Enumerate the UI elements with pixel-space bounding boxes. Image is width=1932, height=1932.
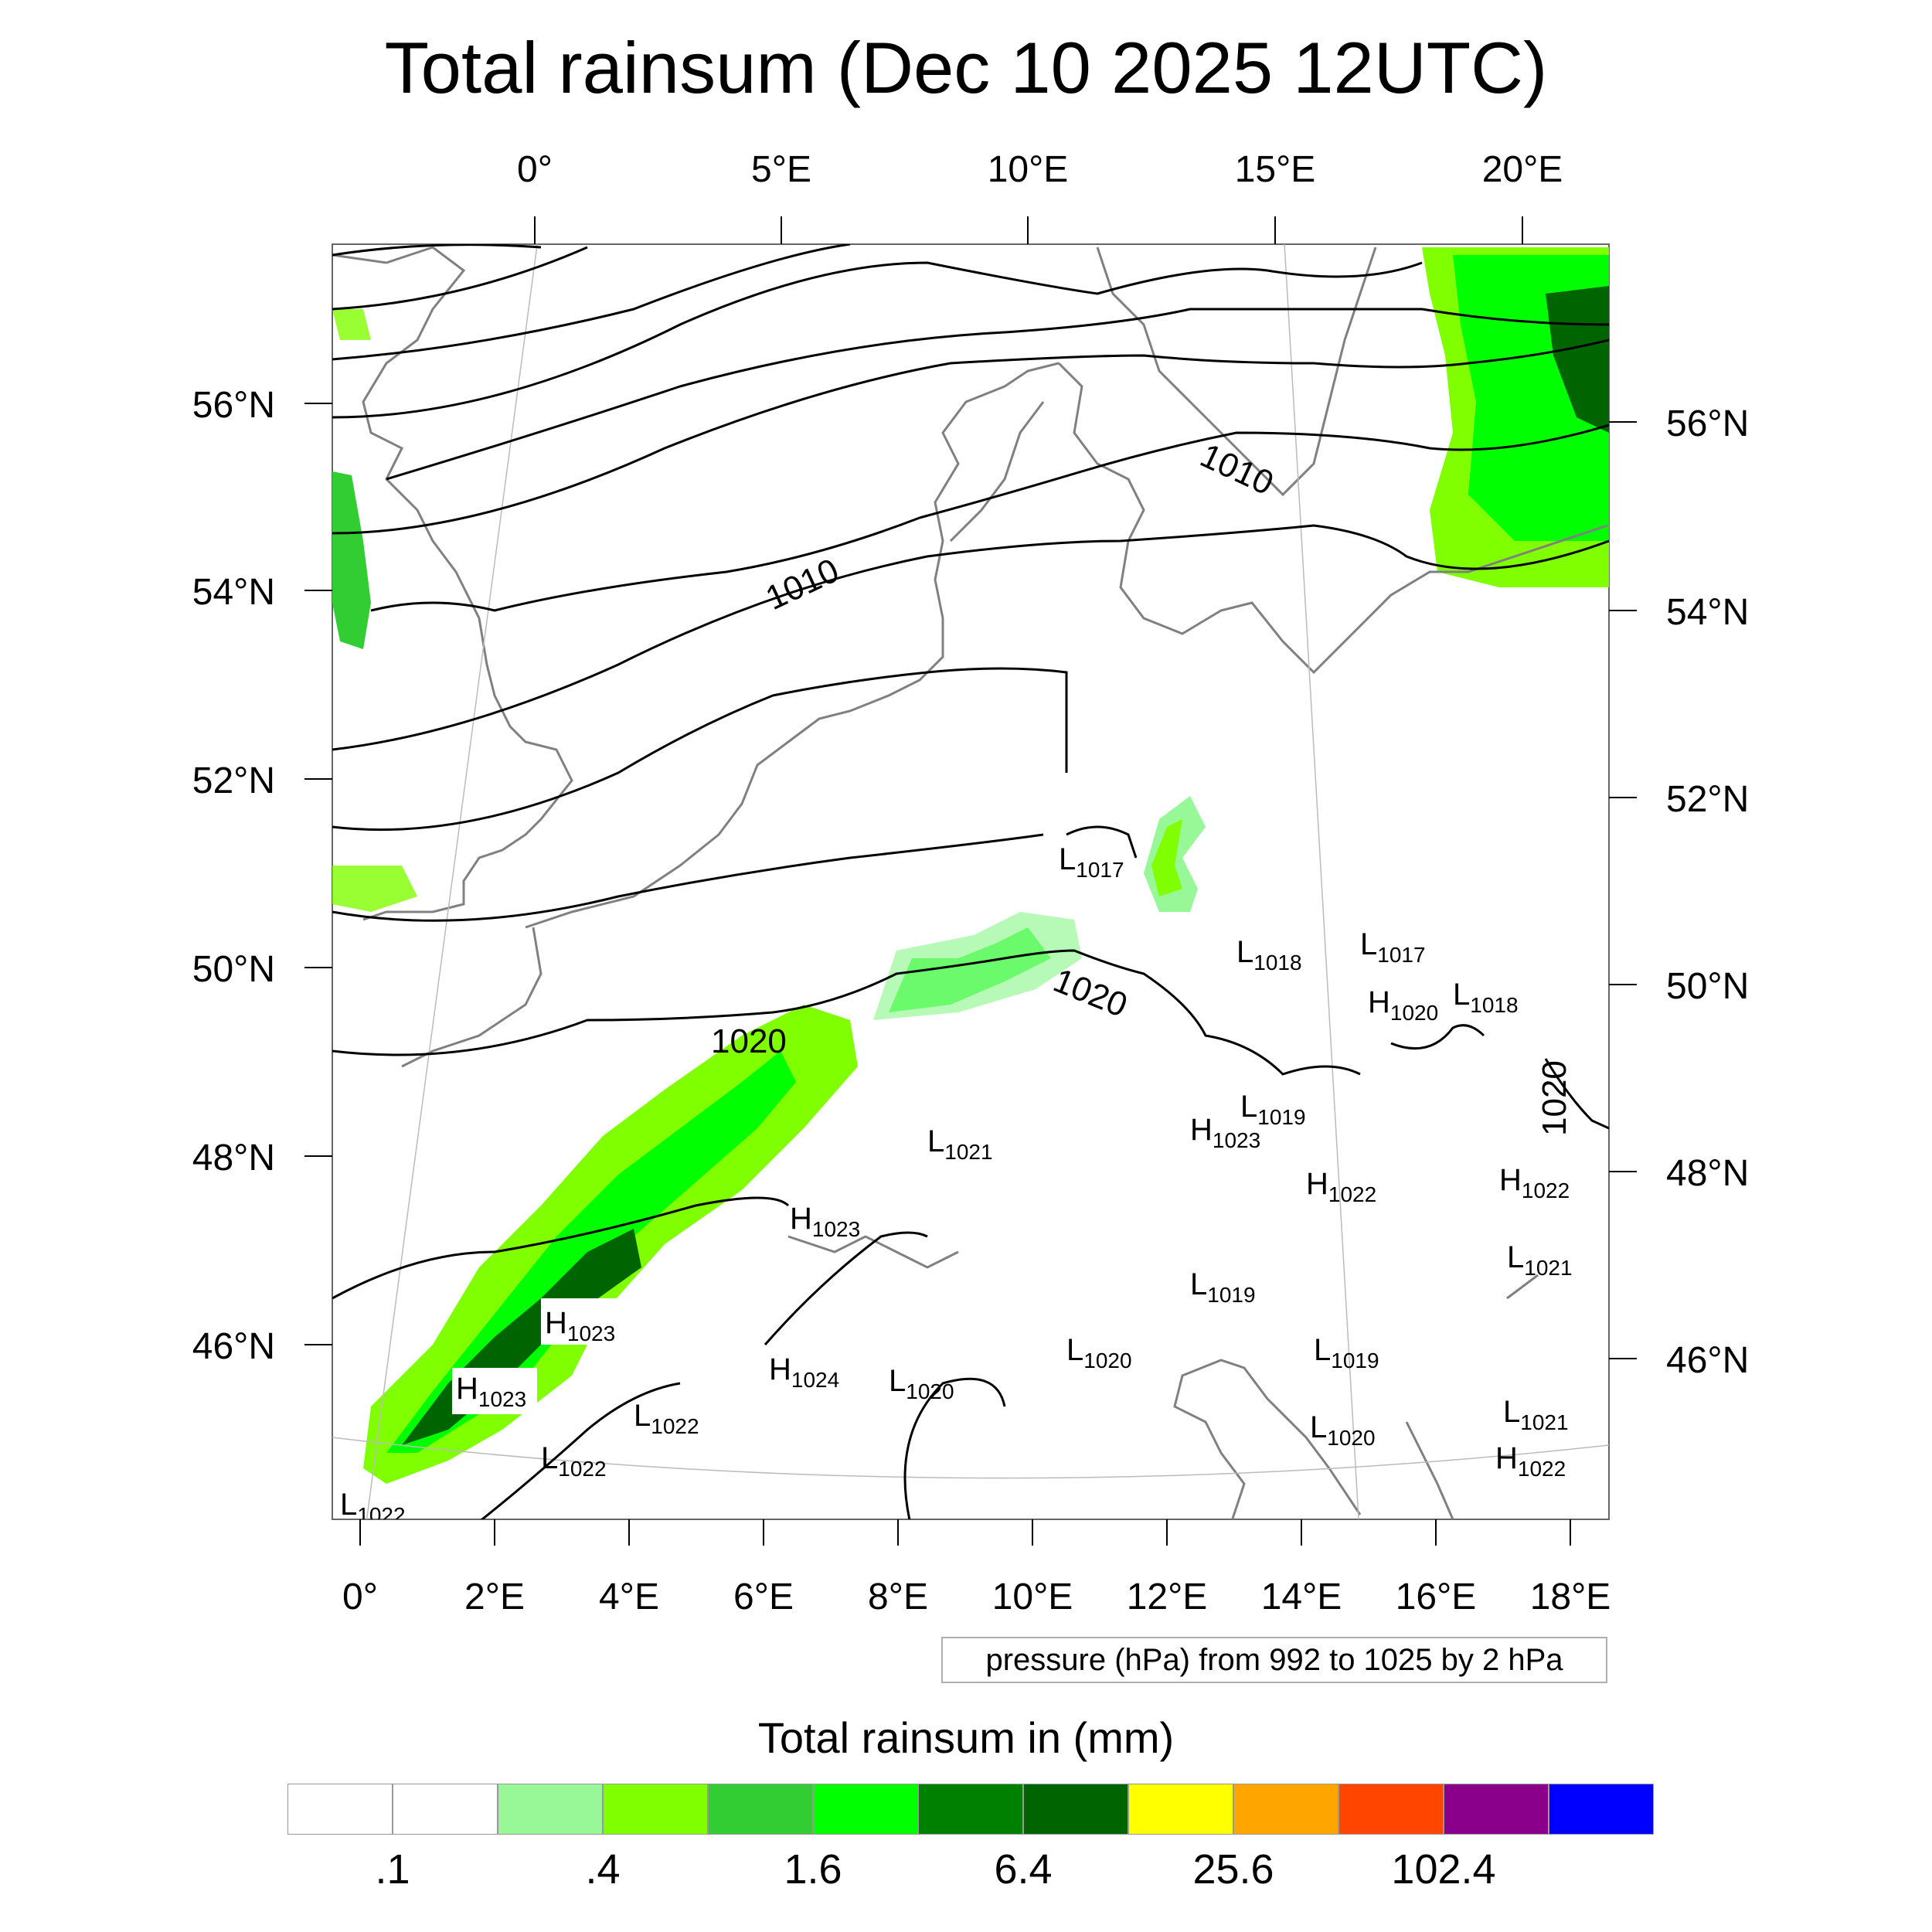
pressure-center: H1022 — [1495, 1441, 1566, 1481]
lon-label: 20°E — [1482, 149, 1563, 190]
lat-label: 48°N — [1666, 1153, 1749, 1194]
colorbar-tick-label: 102.4 — [1391, 1846, 1496, 1893]
lon-label: 6°E — [733, 1577, 794, 1617]
pressure-center: L1017 — [1360, 927, 1426, 967]
pressure-center: L1021 — [1503, 1395, 1569, 1434]
colorbar-tick-label: 6.4 — [994, 1846, 1053, 1893]
lon-label: 14°E — [1261, 1577, 1342, 1617]
pressure-center: L1019 — [1190, 1267, 1256, 1307]
lat-label: 50°N — [192, 949, 275, 990]
lon-label: 5°E — [751, 149, 811, 190]
colorbar-swatch — [918, 1784, 1023, 1835]
pressure-center: H1022 — [1306, 1167, 1376, 1206]
colorbar-swatch — [603, 1784, 708, 1835]
lon-label: 0° — [517, 149, 553, 190]
right-lat-labels: 56°N 54°N 52°N 50°N 48°N 46°N — [1666, 403, 1749, 1381]
lon-label: 16°E — [1396, 1577, 1477, 1617]
map-title: Total rainsum (Dec 10 2025 12UTC) — [384, 27, 1548, 108]
contour-info-box: pressure (hPa) from 992 to 1025 by 2 hPa — [941, 1637, 1607, 1683]
colorbar-swatch — [393, 1784, 498, 1835]
colorbar — [287, 1784, 1654, 1835]
pressure-center: L1022 — [634, 1399, 699, 1438]
pressure-center: L1021 — [1507, 1240, 1573, 1280]
lat-label: 46°N — [1666, 1340, 1749, 1381]
pressure-center: L1020 — [1310, 1410, 1376, 1450]
lon-label: 12°E — [1127, 1577, 1208, 1617]
pressure-center: L1020 — [1066, 1333, 1132, 1372]
lat-label: 54°N — [192, 572, 275, 613]
colorbar-swatch — [287, 1784, 393, 1835]
precip-blob-center-core — [1151, 819, 1182, 896]
lat-label: 56°N — [1666, 403, 1749, 444]
colorbar-tick-label: .1 — [375, 1846, 410, 1893]
bottom-lon-labels: 0° 2°E 4°E 6°E 8°E 10°E 12°E 14°E 16°E 1… — [342, 1577, 1611, 1617]
left-lat-labels: 56°N 54°N 52°N 50°N 48°N 46°N — [192, 385, 275, 1367]
pressure-center: L1019 — [1314, 1333, 1379, 1372]
pressure-center: H1023 — [790, 1202, 860, 1241]
colorbar-swatch — [1338, 1784, 1444, 1835]
colorbar-tick-label: 25.6 — [1192, 1846, 1274, 1893]
colorbar-swatch — [498, 1784, 603, 1835]
colorbar-swatch — [1233, 1784, 1338, 1835]
pressure-center: H1024 — [769, 1352, 839, 1392]
colorbar-swatch — [1023, 1784, 1128, 1835]
pressure-center: L1019 — [1240, 1090, 1306, 1129]
lon-label: 4°E — [599, 1577, 659, 1617]
lon-label: 10°E — [988, 149, 1069, 190]
pressure-center: H1023 — [1190, 1113, 1260, 1152]
precip-west-strip-2 — [332, 866, 417, 912]
lat-label: 56°N — [192, 385, 275, 426]
pressure-center: H1023 — [545, 1306, 615, 1345]
lon-label: 15°E — [1235, 149, 1316, 190]
pressure-center: L1018 — [1453, 978, 1519, 1017]
lat-label: 50°N — [1666, 966, 1749, 1007]
lon-label: 2°E — [464, 1577, 525, 1617]
lon-label: 0° — [342, 1577, 378, 1617]
precip-west-strip-3 — [332, 309, 371, 340]
colorbar-swatch — [1549, 1784, 1654, 1835]
axis-ticks — [304, 216, 1637, 1546]
precip-band-mid-light — [873, 912, 1082, 1020]
pressure-center: L1018 — [1236, 935, 1302, 975]
lat-label: 54°N — [1666, 592, 1749, 633]
colorbar-tick-label: 1.6 — [784, 1846, 842, 1893]
pressure-center: H1020 — [1368, 985, 1438, 1025]
lat-label: 48°N — [192, 1138, 275, 1179]
colorbar-tick-label: .4 — [585, 1846, 621, 1893]
lon-label: 8°E — [868, 1577, 928, 1617]
top-lon-labels: 0° 5°E 10°E 15°E 20°E — [517, 149, 1563, 190]
precip-west-strip-1 — [332, 471, 371, 649]
coastlines — [332, 246, 1608, 1519]
colorbar-title: Total rainsum in (mm) — [757, 1713, 1175, 1762]
colorbar-swatch — [813, 1784, 918, 1835]
colorbar-swatch — [708, 1784, 813, 1835]
pressure-center: L1022 — [340, 1488, 406, 1527]
lat-label: 52°N — [1666, 779, 1749, 820]
pressure-center: H1022 — [1499, 1163, 1570, 1202]
lon-label: 18°E — [1530, 1577, 1611, 1617]
lat-label: 52°N — [192, 760, 275, 801]
isobars — [332, 244, 1609, 1519]
colorbar-swatch — [1444, 1784, 1549, 1835]
pressure-center: L1021 — [927, 1124, 993, 1164]
graticule — [332, 244, 1609, 1519]
colorbar-swatch — [1128, 1784, 1233, 1835]
isobar-label: 1020 — [711, 1022, 787, 1060]
pressure-center: L1022 — [541, 1441, 607, 1481]
isobar-label: 1020 — [1536, 1060, 1573, 1136]
pressure-centers: L1017 L1018 L1017 H1020 L1018 L1019 H102… — [340, 842, 1573, 1527]
lat-label: 46°N — [192, 1326, 275, 1367]
pressure-center: L1020 — [889, 1364, 954, 1403]
lon-label: 10°E — [992, 1577, 1073, 1617]
pressure-center: H1023 — [456, 1372, 526, 1411]
pressure-center: L1017 — [1059, 842, 1124, 882]
